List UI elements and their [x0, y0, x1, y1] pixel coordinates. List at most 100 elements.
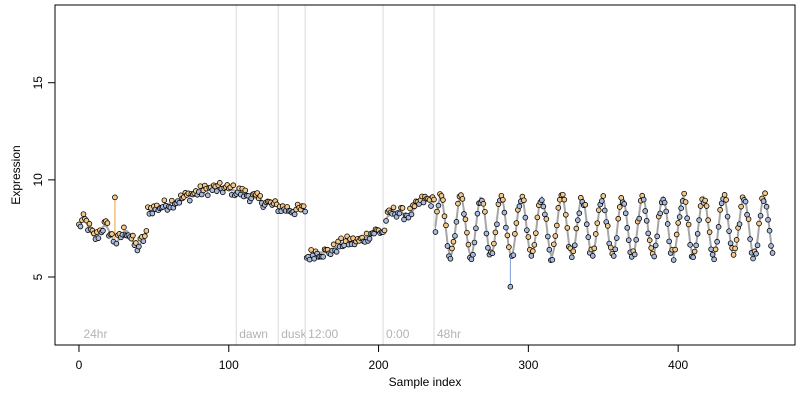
data-point	[113, 240, 120, 247]
data-point	[768, 243, 774, 249]
data-point	[500, 197, 506, 203]
x-tick-label: 100	[219, 358, 239, 372]
data-point	[703, 203, 710, 209]
data-point	[513, 220, 520, 226]
data-point	[730, 252, 737, 258]
data-point	[624, 225, 631, 231]
data-point	[561, 196, 568, 203]
data-point	[434, 208, 440, 215]
data-point	[610, 253, 617, 259]
data-point	[130, 232, 136, 239]
data-point	[736, 221, 743, 227]
data-point	[678, 205, 684, 212]
data-point	[582, 201, 589, 208]
data-point	[721, 192, 728, 198]
data-point	[753, 250, 759, 257]
data-point	[333, 248, 340, 255]
data-point	[257, 193, 264, 199]
data-point	[661, 199, 668, 206]
data-point	[420, 199, 427, 206]
data-point	[631, 251, 638, 258]
data-point	[625, 237, 632, 243]
data-point	[600, 193, 607, 199]
data-point	[546, 246, 553, 253]
data-point	[591, 245, 598, 252]
data-point	[616, 204, 623, 210]
data-point	[594, 220, 601, 226]
data-point	[760, 198, 767, 204]
data-point	[560, 191, 566, 198]
vertical-line-label-dawn: dawn	[239, 327, 268, 341]
data-point	[300, 203, 307, 209]
x-tick-label: 0	[76, 358, 83, 372]
data-point	[473, 225, 479, 232]
data-point	[592, 231, 599, 237]
data-point	[485, 245, 491, 251]
data-point	[320, 253, 326, 260]
data-point	[708, 246, 714, 253]
data-point	[675, 220, 681, 226]
data-point	[521, 197, 527, 204]
data-point	[507, 283, 514, 290]
data-point	[492, 229, 499, 236]
data-point	[149, 210, 156, 217]
data-point	[204, 192, 211, 199]
data-point	[447, 255, 454, 262]
y-tick-label: 15	[31, 76, 45, 90]
data-point	[756, 220, 762, 227]
data-point	[642, 208, 649, 214]
data-point	[453, 219, 460, 225]
data-point	[693, 242, 699, 249]
data-point	[80, 211, 87, 217]
data-point	[613, 235, 620, 241]
data-point	[622, 210, 629, 217]
data-point	[470, 251, 476, 258]
data-point	[563, 211, 569, 218]
data-point	[702, 197, 708, 204]
data-point	[640, 196, 647, 203]
data-point	[465, 241, 472, 248]
data-point	[557, 196, 563, 203]
data-point	[311, 255, 317, 262]
data-point	[528, 253, 535, 259]
data-point	[673, 231, 680, 238]
data-point	[450, 238, 457, 245]
corner-label: 24hr	[83, 327, 107, 341]
data-point	[482, 208, 488, 215]
data-point	[711, 256, 717, 263]
data-point	[706, 229, 713, 235]
data-point	[143, 228, 150, 234]
data-point	[396, 210, 403, 217]
data-point	[176, 199, 183, 206]
data-point	[598, 198, 605, 204]
data-point	[754, 242, 761, 249]
data-point	[510, 252, 517, 258]
data-point	[690, 254, 696, 261]
data-point	[552, 233, 559, 239]
data-point	[459, 196, 466, 202]
data-point	[663, 208, 669, 215]
data-point	[571, 242, 578, 249]
data-point	[549, 257, 556, 263]
data-point	[468, 256, 475, 263]
data-point	[646, 237, 653, 244]
data-point	[681, 190, 687, 197]
data-point	[742, 198, 749, 205]
data-point	[524, 227, 530, 233]
data-point	[543, 216, 550, 222]
data-point	[657, 210, 663, 217]
data-point	[585, 234, 592, 240]
data-point	[676, 214, 683, 220]
data-point	[474, 210, 481, 217]
data-point	[652, 242, 659, 249]
data-point	[709, 251, 716, 258]
data-point	[769, 250, 776, 256]
data-point	[757, 212, 764, 219]
data-point	[306, 256, 313, 263]
data-point	[645, 230, 651, 237]
data-point	[664, 221, 671, 227]
data-point	[494, 221, 500, 228]
data-point	[551, 241, 557, 248]
data-point	[654, 233, 660, 240]
data-point	[727, 240, 734, 247]
